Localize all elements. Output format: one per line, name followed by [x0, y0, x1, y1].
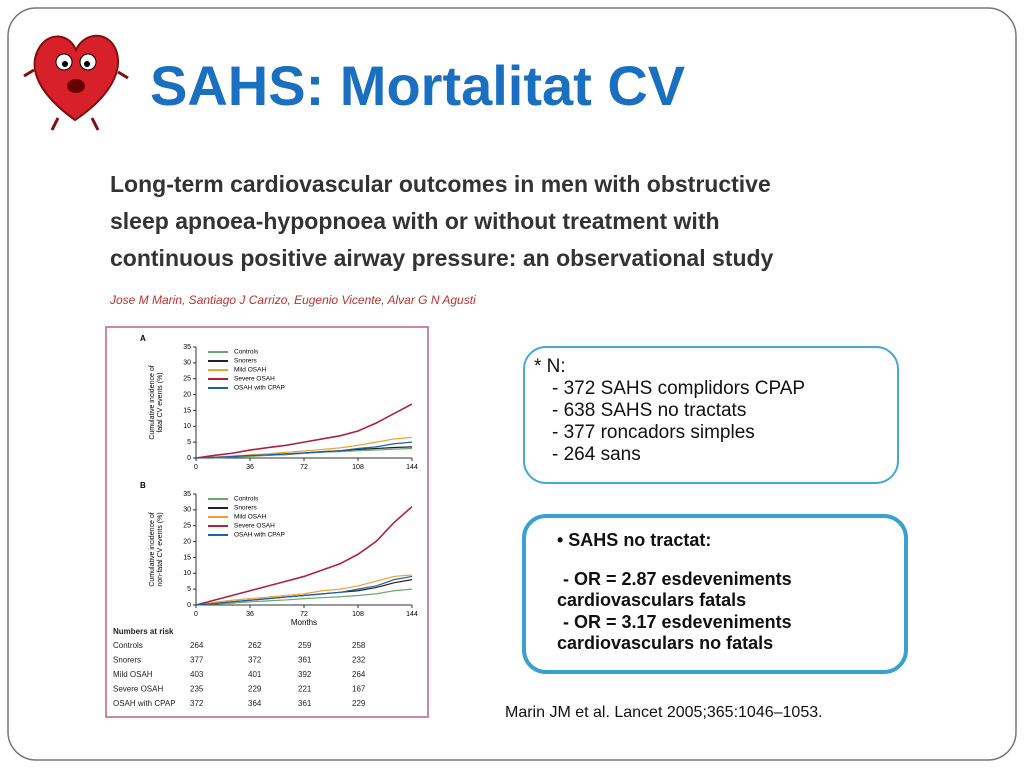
legend-label: Mild OSAH [234, 367, 266, 374]
y-tick-label: 25 [183, 523, 191, 530]
risk-count: 259 [298, 641, 312, 650]
y-tick-label: 30 [183, 507, 191, 514]
risk-count: 264 [190, 641, 204, 650]
legend-label: Mild OSAH [234, 514, 266, 521]
risk-row-label: Mild OSAH [113, 670, 153, 679]
risk-count: 262 [248, 641, 262, 650]
legend-label: Severe OSAH [234, 376, 275, 383]
paper-title-line: Long-term cardiovascular outcomes in men… [110, 171, 771, 197]
series-line [195, 574, 413, 606]
risk-row-label: Snorers [113, 656, 141, 665]
x-tick-label: 72 [300, 464, 308, 471]
legend-label: Snorers [234, 505, 258, 512]
risk-row-label: OSAH with CPAP [113, 699, 176, 708]
legend-label: OSAH with CPAP [234, 532, 285, 539]
risk-count: 258 [352, 641, 366, 650]
y-axis-label: non-fatal CV events (%) [157, 512, 164, 586]
y-tick-label: 0 [187, 455, 191, 462]
paper-title-line: sleep apnoea-hypopnoea with or without t… [110, 208, 720, 234]
x-tick-label: 0 [194, 464, 198, 471]
x-tick-label: 36 [246, 464, 254, 471]
y-tick-label: 5 [187, 439, 191, 446]
panel-label: B [140, 481, 146, 490]
summary-line: - 264 sans [552, 444, 641, 465]
slide-title: SAHS: Mortalitat CV [150, 54, 685, 117]
x-tick-label: 144 [406, 464, 418, 471]
x-tick-label: 144 [406, 611, 418, 618]
summary-line: - 377 roncadors simples [552, 422, 755, 443]
risk-count: 372 [248, 656, 262, 665]
x-tick-label: 72 [300, 611, 308, 618]
legend-label: Controls [234, 349, 259, 356]
result-line: cardiovasculars no fatals [557, 633, 773, 653]
risk-table-title: Numbers at risk [113, 627, 174, 636]
figure-frame [105, 326, 429, 718]
series-line [195, 588, 413, 606]
y-tick-label: 35 [183, 344, 191, 351]
result-line: cardiovasculars fatals [557, 590, 746, 610]
risk-count: 392 [298, 670, 312, 679]
authors: Jose M Marin, Santiago J Carrizo, Eugeni… [109, 293, 476, 307]
risk-count: 377 [190, 656, 204, 665]
y-tick-label: 15 [183, 554, 191, 561]
x-tick-label: 108 [352, 611, 364, 618]
risk-count: 235 [190, 685, 204, 694]
result-line: - OR = 2.87 esdeveniments [563, 569, 792, 589]
risk-count: 361 [298, 656, 312, 665]
y-tick-label: 15 [183, 407, 191, 414]
paper-title-line: continuous positive airway pressure: an … [110, 245, 774, 271]
risk-row-label: Severe OSAH [113, 685, 163, 694]
legend-label: OSAH with CPAP [234, 385, 285, 392]
risk-count: 221 [298, 685, 312, 694]
legend-label: Snorers [234, 358, 258, 365]
y-tick-label: 30 [183, 360, 191, 367]
y-axis-label: fatal CV events (%) [157, 372, 164, 432]
summary-line: - 638 SAHS no tractats [552, 400, 746, 421]
y-tick-label: 10 [183, 423, 191, 430]
panel-label: A [140, 334, 146, 343]
y-tick-label: 25 [183, 376, 191, 383]
risk-count: 403 [190, 670, 204, 679]
y-axis-label: Cumulative incidence of [149, 365, 156, 439]
series-line [195, 403, 413, 459]
x-axis-label: Months [291, 618, 317, 627]
risk-count: 401 [248, 670, 262, 679]
risk-count: 229 [248, 685, 262, 694]
series-line [195, 575, 413, 606]
summary-box [523, 346, 899, 484]
risk-count: 364 [248, 699, 262, 708]
risk-count: 167 [352, 685, 366, 694]
risk-count: 372 [190, 699, 204, 708]
citation: Marin JM et al. Lancet 2005;365:1046–105… [505, 704, 823, 721]
y-tick-label: 20 [183, 391, 191, 398]
risk-count: 264 [352, 670, 366, 679]
risk-count: 361 [298, 699, 312, 708]
legend-label: Controls [234, 496, 259, 503]
risk-count: 232 [352, 656, 366, 665]
x-tick-label: 108 [352, 464, 364, 471]
y-tick-label: 5 [187, 586, 191, 593]
y-tick-label: 10 [183, 570, 191, 577]
risk-row-label: Controls [113, 641, 143, 650]
summary-line: * N: [534, 356, 566, 377]
y-tick-label: 35 [183, 491, 191, 498]
y-tick-label: 0 [187, 602, 191, 609]
summary-line: - 372 SAHS complidors CPAP [552, 378, 805, 399]
x-tick-label: 0 [194, 611, 198, 618]
heart-icon [23, 34, 129, 131]
series-line [195, 441, 413, 459]
risk-count: 229 [352, 699, 366, 708]
result-line: • SAHS no tractat: [557, 530, 711, 550]
x-tick-label: 36 [246, 611, 254, 618]
result-box [522, 514, 908, 674]
result-line: - OR = 3.17 esdeveniments [563, 612, 792, 632]
legend-label: Severe OSAH [234, 523, 275, 530]
y-axis-label: Cumulative incidence of [149, 512, 156, 586]
y-tick-label: 20 [183, 538, 191, 545]
series-line [195, 506, 413, 606]
